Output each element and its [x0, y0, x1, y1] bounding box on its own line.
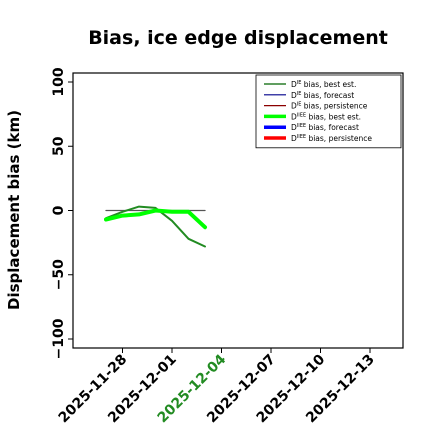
series-layer [104, 205, 207, 248]
y-tick-label: 0 [51, 205, 67, 215]
y-axis: −100 −50 0 50 100 [51, 67, 73, 359]
chart-title: Bias, ice edge displacement [88, 27, 388, 49]
legend: DIE bias, best est. DIE bias, forecast DIE… [255, 74, 402, 149]
y-tick-label: 100 [51, 67, 67, 96]
series-line-2 [104, 208, 207, 230]
legend-entry: DIIEE bias, persistence [291, 134, 372, 143]
legend-entry: DIIEE bias, best est. [291, 112, 361, 121]
series-line-1 [105, 205, 206, 248]
y-tick-label: −100 [51, 318, 67, 359]
legend-box [255, 74, 402, 149]
y-tick-label: 50 [51, 136, 67, 156]
y-tick-label: −50 [51, 259, 67, 290]
legend-entry: DIE bias, best est. [291, 80, 356, 89]
legend-entry: DIIEE bias, forecast [291, 123, 359, 132]
legend-entry: DIE bias, persistence [291, 102, 368, 111]
y-axis-label: Displacement bias (km) [5, 110, 23, 310]
legend-entry: DIE bias, forecast [291, 91, 354, 100]
x-axis: 2025-11-282025-12-012025-12-042025-12-07… [56, 348, 378, 426]
